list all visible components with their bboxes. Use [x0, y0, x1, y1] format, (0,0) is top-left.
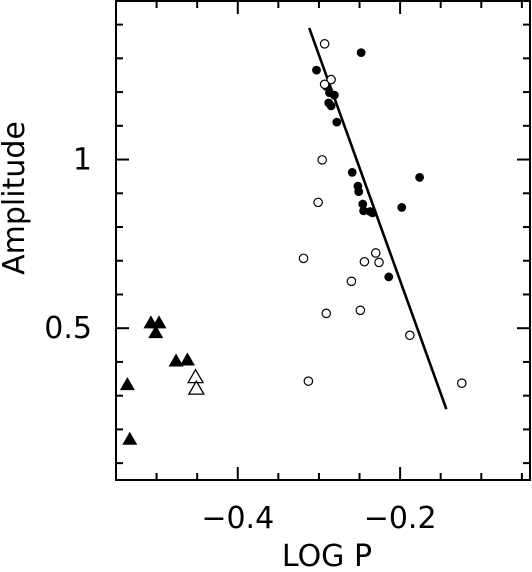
x-tick-label: −0.4	[201, 501, 274, 536]
filled-triangle-point	[151, 315, 167, 329]
filled-triangle-point	[179, 352, 195, 366]
x-axis-label: LOG P	[282, 539, 372, 572]
filled-circle-point	[329, 90, 339, 100]
open-circle-point	[355, 305, 366, 316]
filled-circle-point	[332, 117, 342, 127]
plot-frame	[115, 0, 531, 481]
open-circle-point	[303, 376, 314, 386]
filled-circle-point	[358, 199, 368, 209]
filled-circle-point	[415, 173, 424, 182]
open-circle-point	[317, 155, 327, 165]
open-triangle-point	[186, 368, 205, 384]
open-circle-point	[319, 39, 330, 49]
filled-triangle-point	[168, 353, 184, 367]
filled-circle-point	[359, 206, 368, 216]
open-circle-point	[457, 378, 467, 388]
filled-triangle-point	[122, 431, 138, 445]
filled-circle-point	[326, 101, 336, 111]
filled-triangle-point	[119, 377, 135, 391]
filled-circle-point	[397, 203, 407, 212]
y-tick-label: 0.5	[44, 311, 92, 346]
open-circle-point	[374, 257, 384, 268]
y-axis-label: Amplitude	[0, 121, 32, 275]
open-triangle-point	[187, 379, 205, 395]
tick-labels: −0.4 −0.2 0.5 1	[44, 143, 436, 536]
filled-circle-point	[368, 208, 377, 218]
open-circle-point	[346, 276, 357, 287]
filled-circle-point	[347, 167, 357, 177]
axis-ticks	[115, 1, 530, 480]
open-circle-point	[319, 79, 330, 90]
open-circle-point	[298, 253, 309, 264]
y-tick-label: 1	[73, 143, 92, 178]
open-circle-point	[321, 308, 332, 319]
x-tick-label: −0.2	[364, 501, 437, 536]
filled-circle-point	[312, 65, 321, 75]
open-circle-point	[313, 197, 323, 208]
filled-triangle-point	[148, 325, 164, 339]
filled-circle-point	[354, 187, 364, 196]
data-points	[119, 39, 467, 445]
filled-circle-point	[384, 272, 394, 282]
open-circle-point	[370, 248, 381, 258]
open-circle-point	[359, 256, 370, 267]
open-circle-point	[405, 330, 415, 341]
filled-circle-point	[356, 48, 366, 58]
open-circle-point	[326, 74, 336, 85]
